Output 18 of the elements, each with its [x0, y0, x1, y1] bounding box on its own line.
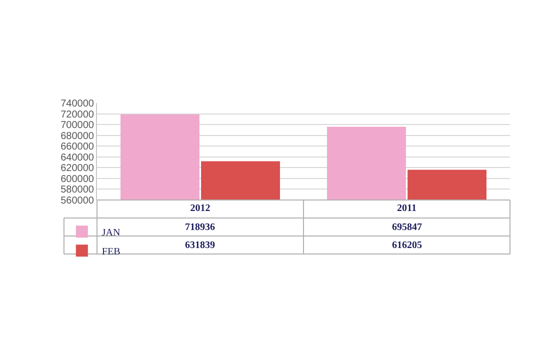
y-tick-label: 720000 [60, 109, 94, 120]
x-tick-label: 2012 [190, 203, 210, 214]
y-tick-label: 640000 [60, 152, 94, 164]
data-label: 695847 [392, 222, 422, 233]
legend-label: FEB [102, 246, 121, 258]
y-tick-label: 600000 [60, 174, 94, 185]
data-label: 616205 [392, 240, 422, 251]
legend-label: JAN [102, 228, 120, 238]
y-tick-label: 660000 [60, 142, 94, 153]
data-label: 631839 [185, 240, 215, 251]
x-tick-label: 2011 [397, 203, 416, 214]
y-tick-label: 740000 [60, 98, 94, 110]
y-tick-label: 700000 [60, 120, 94, 132]
y-tick-label: 580000 [60, 184, 94, 196]
y-tick-label: 680000 [60, 130, 94, 142]
y-tick-label: 560000 [60, 196, 94, 206]
data-label: 718936 [185, 222, 215, 233]
y-tick-label: 620000 [60, 163, 94, 174]
